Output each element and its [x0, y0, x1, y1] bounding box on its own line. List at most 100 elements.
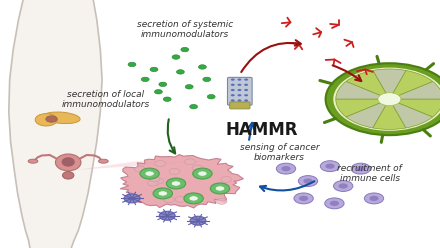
Circle shape [192, 165, 203, 171]
Circle shape [169, 168, 180, 174]
Circle shape [238, 89, 242, 91]
Circle shape [334, 181, 353, 191]
Wedge shape [346, 99, 389, 128]
Circle shape [326, 63, 440, 135]
Circle shape [159, 82, 167, 87]
Circle shape [35, 114, 57, 126]
Wedge shape [389, 99, 433, 128]
Circle shape [164, 197, 174, 203]
Circle shape [351, 163, 370, 174]
Circle shape [244, 84, 248, 86]
FancyBboxPatch shape [227, 77, 252, 105]
Wedge shape [373, 69, 406, 99]
Circle shape [153, 188, 172, 199]
Circle shape [189, 196, 198, 201]
Circle shape [172, 55, 180, 59]
Ellipse shape [62, 172, 74, 179]
Circle shape [210, 183, 230, 194]
Circle shape [141, 77, 149, 82]
Wedge shape [389, 70, 433, 99]
Ellipse shape [99, 159, 108, 163]
Circle shape [128, 62, 136, 67]
Circle shape [185, 159, 195, 165]
Circle shape [238, 99, 242, 102]
Circle shape [238, 84, 242, 86]
Circle shape [155, 160, 165, 166]
Ellipse shape [62, 157, 75, 167]
Circle shape [198, 171, 207, 176]
Circle shape [244, 94, 248, 96]
Circle shape [158, 191, 168, 196]
Text: sensing of cancer
biomarkers: sensing of cancer biomarkers [240, 143, 319, 162]
Wedge shape [346, 70, 389, 99]
Circle shape [231, 89, 235, 91]
Circle shape [159, 211, 175, 220]
Circle shape [140, 168, 159, 179]
Text: HAMMR: HAMMR [226, 121, 298, 139]
Circle shape [281, 166, 291, 171]
Text: secretion of local
immunomodulators: secretion of local immunomodulators [62, 90, 150, 109]
Circle shape [231, 94, 235, 96]
Circle shape [244, 78, 248, 81]
Circle shape [171, 181, 181, 186]
Circle shape [207, 94, 215, 99]
Circle shape [238, 94, 242, 96]
Circle shape [325, 163, 335, 169]
Circle shape [150, 67, 158, 72]
Ellipse shape [55, 154, 81, 171]
Circle shape [320, 161, 340, 172]
Circle shape [184, 193, 203, 204]
Circle shape [356, 166, 366, 171]
Circle shape [148, 180, 158, 186]
Wedge shape [389, 81, 440, 99]
Circle shape [231, 99, 235, 102]
Circle shape [298, 176, 318, 186]
Circle shape [325, 198, 344, 209]
Text: secretion of systemic
immunomodulators: secretion of systemic immunomodulators [137, 20, 233, 39]
Circle shape [193, 168, 212, 179]
Circle shape [135, 166, 145, 172]
Circle shape [231, 78, 235, 81]
Circle shape [294, 193, 313, 204]
Circle shape [198, 65, 206, 69]
Circle shape [221, 176, 231, 182]
Wedge shape [389, 99, 440, 117]
Circle shape [244, 99, 248, 102]
Circle shape [215, 186, 225, 191]
Circle shape [238, 78, 242, 81]
Wedge shape [373, 99, 406, 129]
Circle shape [216, 198, 227, 204]
Circle shape [166, 178, 186, 189]
Circle shape [369, 196, 379, 201]
Ellipse shape [43, 112, 80, 124]
Circle shape [176, 70, 184, 74]
Circle shape [124, 194, 140, 203]
FancyBboxPatch shape [230, 102, 250, 109]
Text: recruitment of
immune cells: recruitment of immune cells [337, 164, 402, 183]
Circle shape [231, 84, 235, 86]
Circle shape [330, 201, 339, 206]
Polygon shape [9, 0, 102, 248]
Circle shape [364, 193, 384, 204]
Circle shape [244, 89, 248, 91]
Circle shape [149, 176, 160, 182]
Circle shape [378, 93, 401, 106]
Circle shape [185, 85, 193, 89]
Circle shape [203, 77, 211, 82]
Circle shape [163, 97, 171, 101]
Circle shape [276, 163, 296, 174]
Circle shape [190, 216, 206, 225]
Circle shape [175, 196, 186, 202]
Circle shape [303, 178, 313, 184]
Circle shape [46, 116, 57, 122]
Circle shape [338, 183, 348, 189]
Circle shape [145, 171, 154, 176]
Polygon shape [120, 155, 243, 208]
Circle shape [153, 178, 164, 184]
Circle shape [299, 196, 308, 201]
Wedge shape [336, 99, 389, 117]
Circle shape [154, 90, 162, 94]
Circle shape [190, 104, 198, 109]
Wedge shape [336, 81, 389, 99]
Polygon shape [77, 161, 207, 170]
